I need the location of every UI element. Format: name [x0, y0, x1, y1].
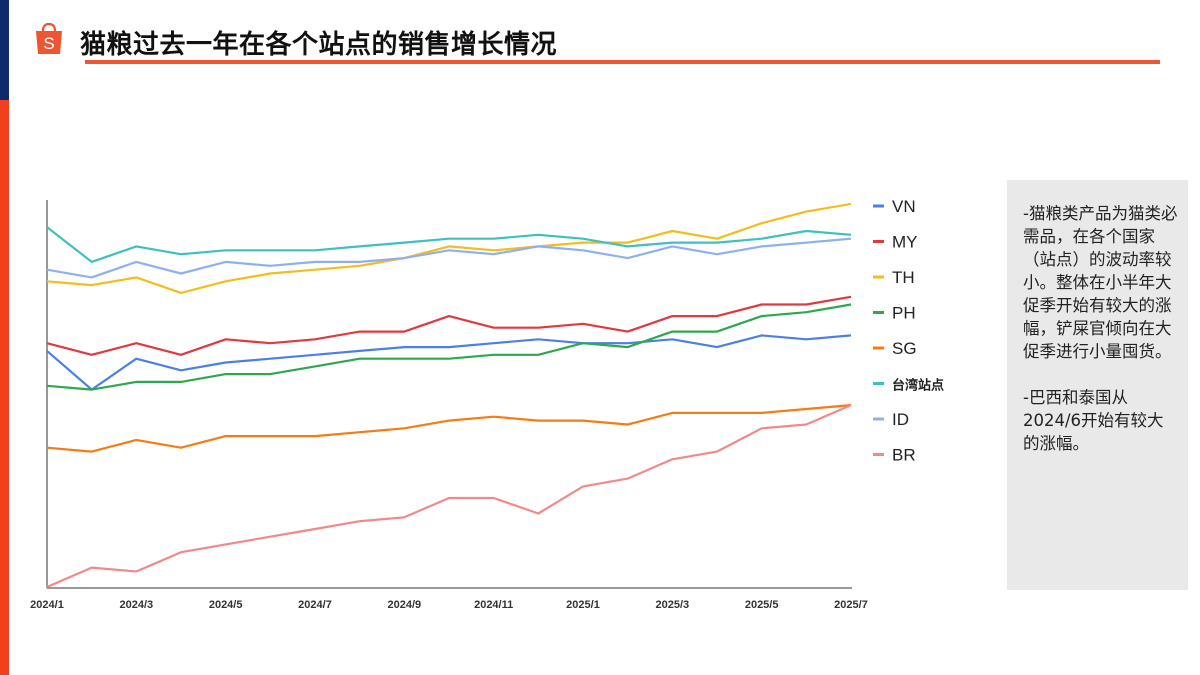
series-line-SG [46, 404, 852, 453]
left-accent-bar-navy [0, 0, 9, 100]
x-tick-label: 2024/5 [209, 599, 243, 611]
legend-label: MY [892, 233, 918, 252]
x-tick-label: 2024/7 [298, 599, 332, 611]
series-line-MY [46, 295, 852, 356]
x-tick-label: 2025/7 [834, 599, 868, 611]
series-line-台湾站点 [46, 226, 852, 263]
legend-label: 台湾站点 [892, 378, 944, 394]
logo-letter: S [43, 34, 54, 53]
legend-label: BR [892, 446, 916, 465]
x-tick-label: 2024/1 [30, 599, 64, 611]
left-accent-bar-red [0, 100, 9, 675]
series-line-ID [46, 237, 852, 279]
line-chart: 2024/1 2024/3 2024/5 2024/7 2024/9 2024/11 202… [30, 197, 944, 611]
commentary-box: -猫粮类产品为猫类必需品，在各个国家（站点）的波动率较小。整体在小半年大促季开始… [1007, 180, 1188, 590]
legend-label: SG [892, 339, 917, 358]
title-underline [85, 60, 1160, 64]
x-tick-label: 2025/1 [566, 599, 600, 611]
page-title: 猫粮过去一年在各个站点的销售增长情况 [80, 30, 558, 60]
x-tick-label: 2025/5 [745, 599, 779, 611]
legend-label: VN [892, 197, 916, 216]
series-line-PH [46, 303, 852, 391]
legend-label: PH [892, 304, 916, 323]
legend-label: ID [892, 410, 909, 429]
x-tick-label: 2024/9 [388, 599, 422, 611]
shopee-logo-icon: S [36, 22, 62, 54]
x-tick-label: 2024/11 [474, 599, 513, 611]
legend-label: TH [892, 268, 915, 287]
x-tick-label: 2024/3 [120, 599, 154, 611]
series-line-TH [46, 202, 852, 294]
series-line-VN [46, 334, 852, 391]
x-tick-label: 2025/3 [656, 599, 690, 611]
series-line-BR [46, 404, 852, 589]
